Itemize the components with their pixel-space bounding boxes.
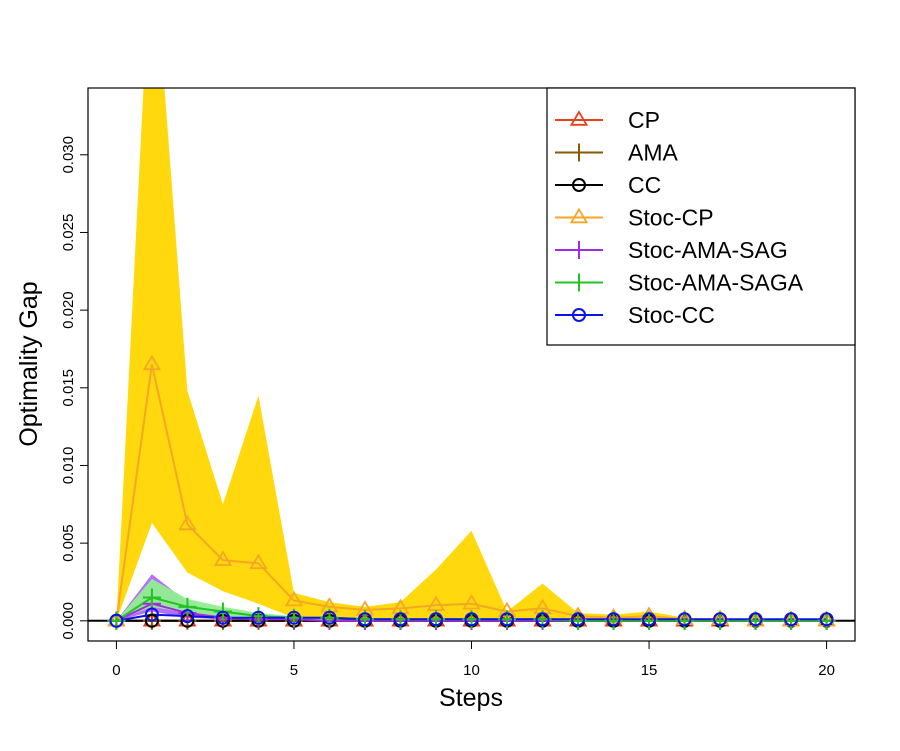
y-tick-label: 0.020 [60, 291, 77, 329]
y-axis-title: Optimality Gap [15, 281, 43, 446]
x-tick-label: 0 [112, 662, 120, 679]
y-tick-label: 0.005 [60, 524, 77, 562]
stoc-cc-point [286, 610, 301, 625]
stoc-cc-point [464, 612, 479, 627]
legend-marker [572, 178, 586, 192]
stoc-cp-point [462, 593, 481, 610]
stoc-cc-point [357, 612, 372, 627]
stoc-cp-point [249, 553, 268, 570]
stoc-cp-band [116, 88, 827, 621]
stoc-cc-point [500, 612, 515, 627]
legend-item-stoc-cp: Stoc-CP [555, 205, 714, 231]
stoc-cc-point [322, 610, 337, 625]
legend-item-ama: AMA [555, 140, 679, 166]
stoc-cc-point [748, 612, 763, 627]
y-tick-label: 0.015 [60, 369, 77, 407]
stoc-cc-point [677, 612, 692, 627]
legend-label: Stoc-AMA-SAG [628, 237, 788, 263]
stoc-cp-point [142, 354, 162, 371]
x-tick-label: 20 [818, 662, 835, 679]
stoc-cp-point [284, 590, 304, 607]
x-tick-label: 5 [290, 662, 298, 679]
x-tick-label: 15 [641, 662, 658, 679]
stoc-cc-point [606, 612, 621, 627]
stoc-cc-point [535, 612, 550, 627]
stoc-cc-point [428, 612, 443, 627]
stoc-cp-point [178, 514, 197, 531]
stoc-cc-point [784, 612, 799, 627]
stoc-cc-point [642, 612, 657, 627]
legend-label: Stoc-CC [628, 302, 715, 328]
legend-marker [570, 241, 588, 259]
stoc-cp-point [426, 595, 446, 611]
y-tick-label: 0.025 [60, 214, 77, 252]
legend-marker [572, 308, 586, 322]
stoc-cc-point [713, 612, 728, 627]
stoc-cc-point [393, 612, 408, 627]
x-axis: 0 5 10 15 20 [112, 640, 835, 679]
stoc-cc-point [144, 607, 159, 622]
stoc-cc-point [109, 613, 124, 628]
legend-marker [569, 110, 589, 126]
legend-marker [570, 143, 588, 162]
cc-point [144, 613, 159, 628]
series-markers [107, 354, 836, 630]
legend-item-cc: CC [555, 172, 661, 198]
stoc-cc-point [215, 610, 230, 625]
x-axis-title: Steps [439, 684, 503, 712]
legend-item-stoc-ama-sag: Stoc-AMA-SAG [555, 237, 788, 263]
x-tick-label: 10 [463, 662, 480, 679]
legend-label: CC [628, 172, 661, 198]
legend-label: Stoc-AMA-SAGA [628, 270, 804, 296]
y-tick-label: 0.030 [60, 136, 77, 174]
y-axis: 0.000 0.005 0.010 0.015 0.020 0.025 0.030 [60, 136, 89, 640]
stoc-cc-point [819, 612, 834, 627]
legend: CP AMA CC Stoc-CP Stoc-AMA-SAG Stoc-AMA-SAGA S… [546, 87, 856, 346]
y-tick-label: 0.000 [60, 602, 77, 640]
legend-marker [569, 207, 589, 224]
legend-label: Stoc-CP [628, 205, 714, 231]
legend-marker [570, 273, 588, 292]
stoc-cc-point [251, 610, 266, 625]
stoc-cp-point [213, 550, 233, 566]
legend-item-stoc-ama-saga: Stoc-AMA-SAGA [555, 270, 804, 296]
stoc-cc-point [180, 609, 195, 624]
legend-label: AMA [628, 140, 679, 166]
legend-label: CP [628, 107, 660, 133]
legend-item-stoc-cc: Stoc-CC [555, 302, 715, 328]
y-tick-label: 0.010 [60, 447, 77, 485]
stoc-cc-point [571, 612, 586, 627]
legend-item-cp: CP [555, 107, 660, 133]
stoc-ama-saga-point [178, 597, 197, 616]
stoc-ama-saga-point [142, 588, 161, 607]
